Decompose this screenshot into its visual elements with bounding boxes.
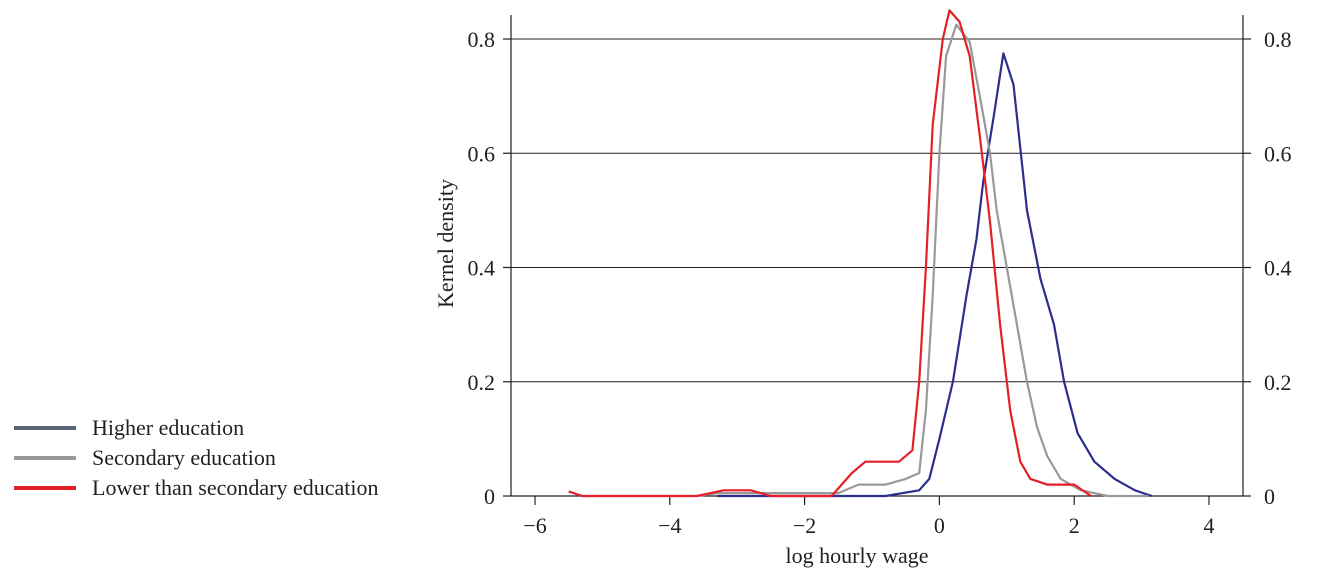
legend-label-lower-than-secondary-education: Lower than secondary education [92, 475, 379, 500]
y-tick-label-right-3: 0.6 [1264, 141, 1292, 166]
y-tick-label-right-1: 0.2 [1264, 370, 1292, 395]
x-tick-label-0: −6 [523, 513, 546, 538]
grid-lines [511, 38, 1243, 383]
y-tick-label-right-0: 0 [1264, 484, 1275, 509]
x-tick-label-1: −4 [658, 513, 681, 538]
x-tick-label-4: 2 [1069, 513, 1080, 538]
series-line-lower-than-secondary-education [568, 9, 1092, 498]
series-line-higher-education [717, 52, 1153, 498]
x-tick-label-5: 4 [1204, 513, 1215, 538]
legend-item-higher-education: Higher education [14, 413, 454, 443]
legend-swatch-secondary-education [14, 456, 76, 460]
legend-label-secondary-education: Secondary education [92, 445, 276, 470]
y-tick-label-left-4: 0.8 [468, 27, 496, 52]
y-tick-label-left-1: 0.2 [468, 370, 496, 395]
y-tick-label-left-3: 0.6 [468, 141, 496, 166]
y-tick-label-right-4: 0.8 [1264, 27, 1292, 52]
legend-swatch-lower-than-secondary-education [14, 486, 76, 490]
x-tick-label-3: 0 [934, 513, 945, 538]
series-line-secondary-education [696, 23, 1149, 498]
y-tick-label-left-2: 0.4 [468, 256, 496, 281]
y-axis-title: Kernel density [433, 179, 458, 308]
series-lines [568, 9, 1153, 498]
x-tick-label-2: −2 [793, 513, 816, 538]
legend-item-secondary-education: Secondary education [14, 443, 454, 473]
legend: Higher education Secondary education Low… [14, 413, 454, 503]
legend-label-higher-education: Higher education [92, 415, 245, 440]
tick-labels: 0 0 0.2 0.2 0.4 0.4 0.6 0.6 0.8 0.8 −6 −4 −2 0 2 4 [468, 27, 1292, 538]
y-tick-label-left-0: 0 [484, 484, 495, 509]
axes [503, 15, 1251, 505]
legend-item-lower-than-secondary-education: Lower than secondary education [14, 473, 454, 503]
y-tick-label-right-2: 0.4 [1264, 256, 1292, 281]
x-axis-title: log hourly wage [786, 543, 929, 568]
legend-swatch-higher-education [14, 426, 76, 430]
